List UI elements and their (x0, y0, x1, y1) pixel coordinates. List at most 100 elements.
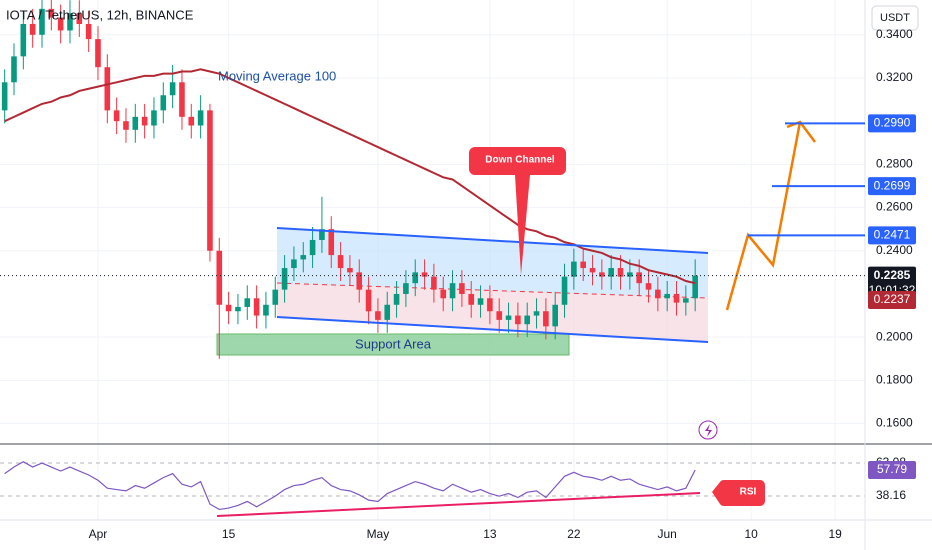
annotation: Support Area (355, 336, 432, 351)
candle-body (319, 229, 325, 240)
x-tick-label: Apr (89, 527, 108, 541)
candle-body (123, 121, 129, 130)
candle-body (1, 82, 8, 111)
x-tick-label: Jun (657, 527, 676, 541)
currency[interactable]: USDT (880, 12, 910, 24)
candle-body (291, 259, 297, 269)
candle-body (169, 82, 176, 96)
level-label: 0.2990 (874, 116, 911, 130)
series-label: Moving Average 100 (218, 68, 336, 83)
candle-body (11, 56, 17, 83)
candle-body (309, 239, 316, 256)
candle-body (356, 272, 363, 290)
candle-body (580, 261, 586, 269)
candle-body (487, 298, 493, 312)
rsi-callout (712, 480, 765, 506)
candle-body (440, 289, 447, 299)
level-tag (868, 114, 916, 133)
candle-body (515, 315, 521, 325)
candle-body (207, 110, 213, 251)
candle-body (244, 298, 251, 307)
candle-body (608, 268, 614, 277)
candle-body (384, 304, 391, 320)
rsi-line (4, 461, 696, 511)
candle-body (95, 39, 101, 68)
candle-body (113, 110, 120, 122)
candles (1, 0, 698, 359)
level-label: 0.2699 (874, 178, 911, 192)
callout (469, 147, 566, 275)
arrow-head (786, 120, 816, 143)
candle-body (449, 283, 456, 299)
candle-body (225, 304, 232, 312)
level-tag (868, 226, 916, 245)
candle-body (216, 250, 223, 305)
rsi-trendline (216, 492, 701, 517)
candle-body (692, 275, 698, 299)
candle-body (533, 311, 540, 316)
level-label: 0.2471 (874, 228, 911, 242)
candle-body (48, 8, 55, 18)
candle-body (337, 255, 344, 269)
candle-body (141, 116, 148, 126)
candle-body (496, 311, 503, 320)
candle-body (459, 283, 465, 294)
candle-body (235, 306, 241, 312)
x-tick-label: 19 (828, 527, 842, 541)
candle-body (505, 315, 512, 320)
x-tick-label: 10 (744, 527, 758, 541)
candle-body (683, 298, 689, 303)
candle-body (393, 293, 400, 305)
candle-body (561, 276, 568, 305)
candle-body (300, 255, 307, 260)
candle-body (645, 283, 652, 290)
y-tick-label: 0.1600 (876, 416, 913, 430)
candle-body (263, 304, 269, 316)
candle-body (617, 268, 624, 277)
candle-body (160, 95, 167, 111)
candle-body (571, 261, 577, 277)
candle-body (104, 67, 111, 111)
rsi-callout-text: RSI (740, 487, 757, 498)
ma-price-tag (868, 290, 916, 309)
candle-body (179, 82, 185, 117)
x-tick-label: 22 (567, 527, 581, 541)
candle-body (412, 272, 419, 284)
candle-body (403, 283, 409, 294)
y-tick-label: 0.3200 (876, 70, 913, 84)
axes: Apr 15 May 13 22 Jun 10 19 0.3400 0.3200 0.2800 0.2… (89, 27, 916, 541)
level-tag (868, 177, 916, 196)
candle-body (655, 289, 661, 299)
candle-body (347, 268, 353, 273)
candle-body (57, 17, 64, 31)
y-tick-label: 0.3400 (876, 27, 913, 41)
support-area (216, 333, 570, 356)
channel-upper-fill (277, 228, 708, 298)
candle-body (664, 293, 670, 299)
candle-body (132, 116, 139, 130)
rsi-tick-label: 38.16 (876, 488, 906, 502)
candle-body (253, 298, 260, 316)
candle-body (468, 293, 475, 305)
candle-body (599, 272, 605, 277)
currency-button[interactable] (871, 5, 919, 31)
x-tick-label: 15 (222, 527, 236, 541)
last-price-tag (868, 266, 916, 299)
candle-body (39, 8, 45, 35)
candle-body (477, 298, 484, 305)
rsi-last-tag (868, 460, 916, 479)
y-tick-label: 0.2800 (876, 157, 913, 171)
ma-line (4, 68, 696, 285)
event-icon-bolt (705, 424, 712, 437)
rsi-tick-label: 80.00 (876, 433, 906, 447)
candle-body (524, 315, 531, 325)
symbol-title: IOTA / TetherUS, 12h, BINANCE (6, 7, 194, 22)
channel-lower-fill (277, 283, 708, 342)
y-tick-label: 0.2600 (876, 200, 913, 214)
projection-arrow (725, 121, 802, 311)
candle-body (29, 23, 36, 35)
candle-body (188, 116, 195, 126)
annotation: Down Channel (485, 155, 555, 166)
candle-body (552, 304, 559, 327)
